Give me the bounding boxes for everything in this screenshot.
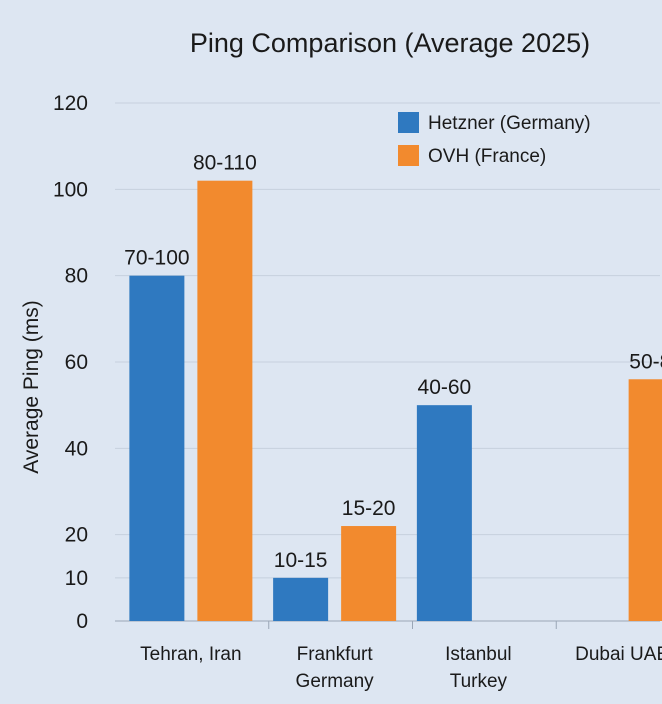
data-label: 80-110 (193, 152, 257, 175)
data-label: 70-100 (124, 247, 189, 270)
x-tick-label: Istanbul (445, 644, 512, 665)
data-label: 50-80 (629, 350, 662, 373)
legend-label: Hetzner (Germany) (428, 113, 591, 134)
legend: Hetzner (Germany) OVH (France) (398, 112, 591, 167)
bar-ovh (197, 180, 253, 621)
y-tick-label: 10 (65, 567, 88, 590)
x-tick-label: Frankfurt (297, 644, 374, 665)
data-label: 40-60 (418, 376, 472, 399)
y-tick-label: 100 (53, 178, 88, 201)
bars-layer (129, 180, 662, 621)
y-tick-label: 20 (65, 524, 88, 547)
y-tick-label: 120 (53, 92, 88, 115)
legend-label: OVH (France) (428, 146, 546, 167)
legend-swatch (398, 112, 419, 133)
data-label: 15-20 (342, 497, 396, 520)
x-tick-label: Tehran, Iran (140, 644, 241, 665)
bar-hetzner (416, 405, 472, 621)
x-tick-label: Turkey (450, 671, 508, 692)
x-tick-label: Germany (296, 671, 375, 692)
y-axis-label: Average Ping (ms) (20, 300, 43, 474)
data-label: 10-15 (274, 549, 328, 572)
bar-ovh (341, 526, 397, 621)
y-tick-label: 60 (65, 351, 88, 374)
y-tick-label: 40 (65, 437, 88, 460)
y-tick-label: 80 (65, 265, 88, 288)
y-tick-label: 0 (76, 610, 88, 633)
legend-swatch (398, 145, 419, 166)
bar-ovh (628, 379, 662, 621)
bar-hetzner (273, 577, 329, 621)
x-tick-label: Dubai UAE (575, 644, 662, 665)
bar-hetzner (129, 275, 185, 621)
labels-layer: 0 10 20 40 60 80 100 120 70-100 80-110 Tehran, Ira… (53, 92, 662, 692)
chart-title: Ping Comparison (Average 2025) (190, 28, 590, 58)
